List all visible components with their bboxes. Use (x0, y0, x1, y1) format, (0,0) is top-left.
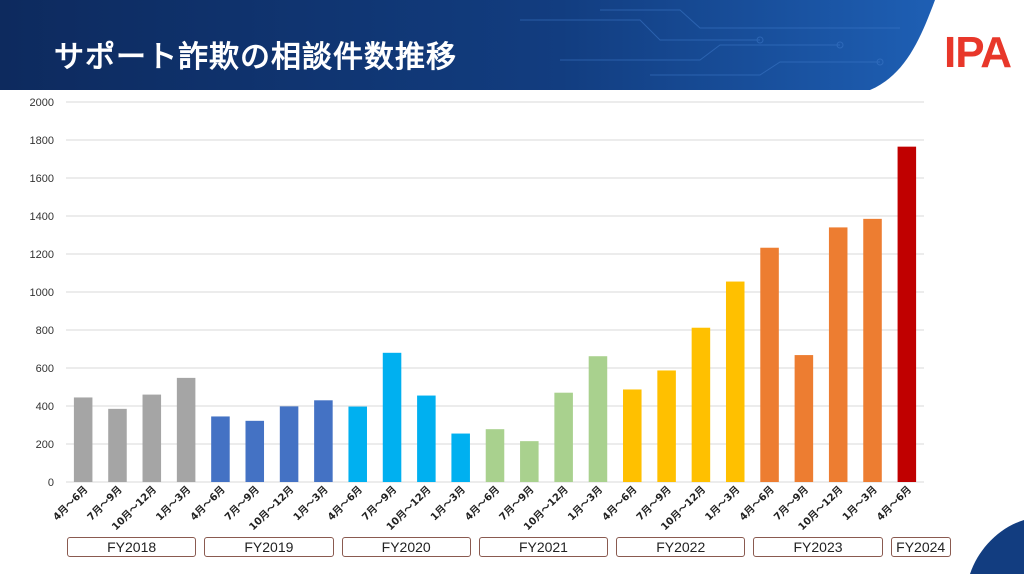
y-axis-ticks: 0 200 400 600 800 1000 1200 1400 1600 1800 2000 (30, 97, 54, 489)
x-tick-label: 1月～3月 (703, 484, 743, 524)
bar (279, 406, 299, 482)
bar (760, 247, 779, 482)
bar (245, 420, 265, 482)
bars (73, 146, 917, 482)
corner-decoration (970, 520, 1024, 574)
bar (897, 146, 917, 482)
x-tick-label: 1月～3月 (428, 484, 468, 524)
x-tick-label: 1月～3月 (566, 484, 606, 524)
y-tick-label: 400 (36, 401, 54, 413)
y-tick-label: 1800 (30, 135, 54, 147)
banner-background (0, 0, 935, 90)
fiscal-year-label: FY2019 (204, 537, 334, 557)
bar (863, 218, 882, 482)
ipa-logo: IPA (944, 28, 1012, 77)
bar (451, 433, 470, 482)
bar (588, 356, 608, 482)
x-tick-label: 4月～6月 (188, 484, 228, 524)
bar (417, 395, 436, 482)
bar (623, 389, 642, 482)
x-tick-label: 4月～6月 (463, 484, 503, 524)
x-tick-label: 4月～6月 (51, 484, 91, 524)
y-tick-label: 2000 (30, 97, 54, 109)
fiscal-year-label: FY2018 (67, 537, 197, 557)
bar (176, 377, 196, 482)
bar (73, 397, 93, 482)
x-axis-ticks: 4月～6月7月～9月10月～12月1月～3月4月～6月7月～9月10月～12月1… (51, 484, 914, 533)
header-banner: サポート詐欺の相談件数推移 IPA (0, 0, 1024, 90)
y-tick-label: 1000 (30, 287, 54, 299)
fiscal-year-label: FY2020 (341, 537, 471, 557)
page-title: サポート詐欺の相談件数推移 (54, 40, 457, 75)
bar-chart: 0 200 400 600 800 1000 1200 1400 1600 1800 2000 4月… (30, 97, 924, 533)
x-tick-label: 4月～6月 (325, 484, 365, 524)
fiscal-year-label: FY2024 (890, 537, 951, 557)
bar (142, 394, 162, 482)
x-tick-label: 1月～3月 (840, 484, 880, 524)
y-tick-label: 1200 (30, 249, 54, 261)
y-tick-label: 1400 (30, 211, 54, 223)
bar (657, 370, 676, 482)
bar (348, 406, 367, 482)
x-tick-label: 1月～3月 (154, 484, 194, 524)
bar (828, 227, 848, 482)
fiscal-year-label: FY2022 (616, 537, 746, 557)
y-tick-label: 0 (48, 477, 54, 489)
y-tick-label: 200 (36, 439, 54, 451)
x-tick-label: 4月～6月 (600, 484, 640, 524)
bar (485, 429, 505, 482)
x-tick-label: 4月～6月 (874, 484, 914, 524)
bar (211, 416, 230, 482)
bar (520, 441, 539, 482)
bar (314, 400, 333, 482)
bar (382, 352, 402, 482)
x-tick-label: 1月～3月 (291, 484, 331, 524)
y-tick-label: 800 (36, 325, 54, 337)
fiscal-year-label: FY2023 (753, 537, 883, 557)
bar (554, 392, 573, 482)
y-tick-label: 600 (36, 363, 54, 375)
bar (725, 281, 745, 482)
y-tick-label: 1600 (30, 173, 54, 185)
bar (794, 355, 814, 482)
bar (108, 408, 127, 482)
x-tick-label: 4月～6月 (737, 484, 777, 524)
fiscal-year-label: FY2021 (478, 537, 609, 557)
bar (691, 327, 711, 482)
